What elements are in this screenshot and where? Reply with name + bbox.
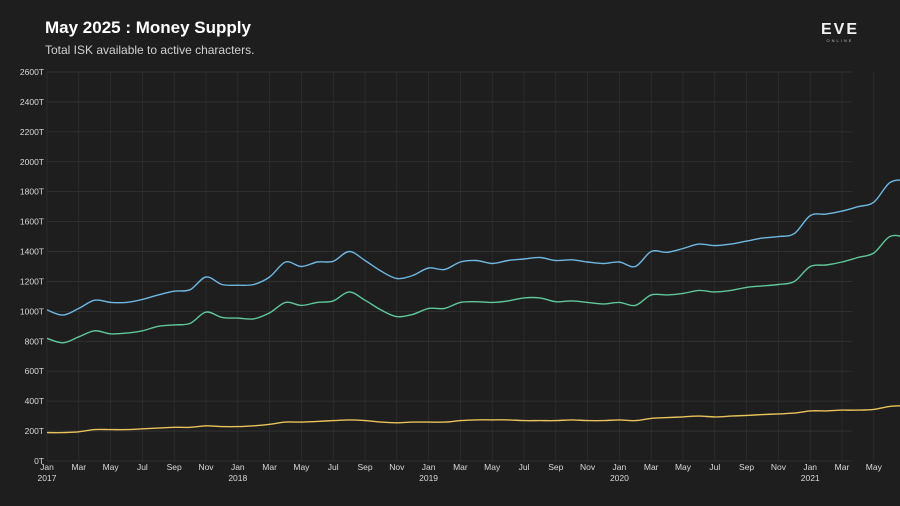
y-tick-label: 2600T <box>20 67 44 77</box>
x-tick-label: Nov <box>198 462 214 472</box>
x-tick-label: May <box>103 462 120 472</box>
y-tick-label: 1200T <box>20 276 44 286</box>
x-tick-label: Jan <box>422 462 436 472</box>
x-tick-label: Nov <box>389 462 405 472</box>
y-tick-label: 800T <box>25 336 44 346</box>
x-tick-label: Jan <box>803 462 817 472</box>
x-tick-label: Sep <box>357 462 372 472</box>
x-tick-label: Mar <box>453 462 468 472</box>
x-tick-label: Jul <box>328 462 339 472</box>
axis-layer: 0T 200T 400T 600T 800T 1000T 1200T 1400T 1600T 18… <box>20 67 883 483</box>
y-tick-label: 400T <box>25 396 44 406</box>
eve-online-logo: EVE ONLINE <box>812 22 868 44</box>
x-tick-label: Jan <box>40 462 54 472</box>
logo-sub-text: ONLINE <box>826 38 854 43</box>
year-label: 2020 <box>610 473 629 483</box>
x-tick-label: Mar <box>71 462 86 472</box>
x-tick-label: May <box>675 462 692 472</box>
x-tick-label: May <box>484 462 501 472</box>
year-label: 2019 <box>419 473 438 483</box>
x-tick-label: Mar <box>835 462 850 472</box>
x-tick-label: Jul <box>519 462 530 472</box>
series-line-character <box>46 234 900 344</box>
y-tick-label: 1000T <box>20 306 44 316</box>
chart-subtitle: Total ISK available to active characters… <box>45 43 255 57</box>
grid-layer <box>46 71 875 462</box>
x-tick-label: Sep <box>739 462 754 472</box>
logo-main-text: EVE <box>820 21 859 38</box>
y-tick-label: 2200T <box>20 127 44 137</box>
x-tick-label: Nov <box>771 462 787 472</box>
y-tick-label: 1400T <box>20 247 44 257</box>
x-tick-label: May <box>293 462 310 472</box>
x-tick-label: Jan <box>613 462 627 472</box>
year-label: 2017 <box>38 473 57 483</box>
y-tick-label: 600T <box>25 366 44 376</box>
x-tick-label: Mar <box>644 462 659 472</box>
series-line-total <box>46 179 900 316</box>
x-tick-label: Jan <box>231 462 245 472</box>
x-tick-label: May <box>866 462 883 472</box>
x-tick-label: Sep <box>548 462 563 472</box>
y-tick-label: 2400T <box>20 97 44 107</box>
y-tick-label: 1800T <box>20 187 44 197</box>
year-label: 2018 <box>228 473 247 483</box>
series-line-corporation <box>46 405 900 434</box>
y-tick-label: 200T <box>25 426 44 436</box>
chart-title: May 2025 : Money Supply <box>45 18 251 37</box>
year-label: 2021 <box>801 473 820 483</box>
y-tick-label: 1600T <box>20 217 44 227</box>
x-tick-label: Mar <box>262 462 277 472</box>
series-layer <box>46 179 900 434</box>
x-tick-label: Sep <box>167 462 182 472</box>
x-tick-label: Nov <box>580 462 596 472</box>
x-tick-label: Jul <box>137 462 148 472</box>
y-tick-label: 0T <box>34 456 44 466</box>
y-tick-label: 2000T <box>20 157 44 167</box>
x-tick-label: Jul <box>709 462 720 472</box>
